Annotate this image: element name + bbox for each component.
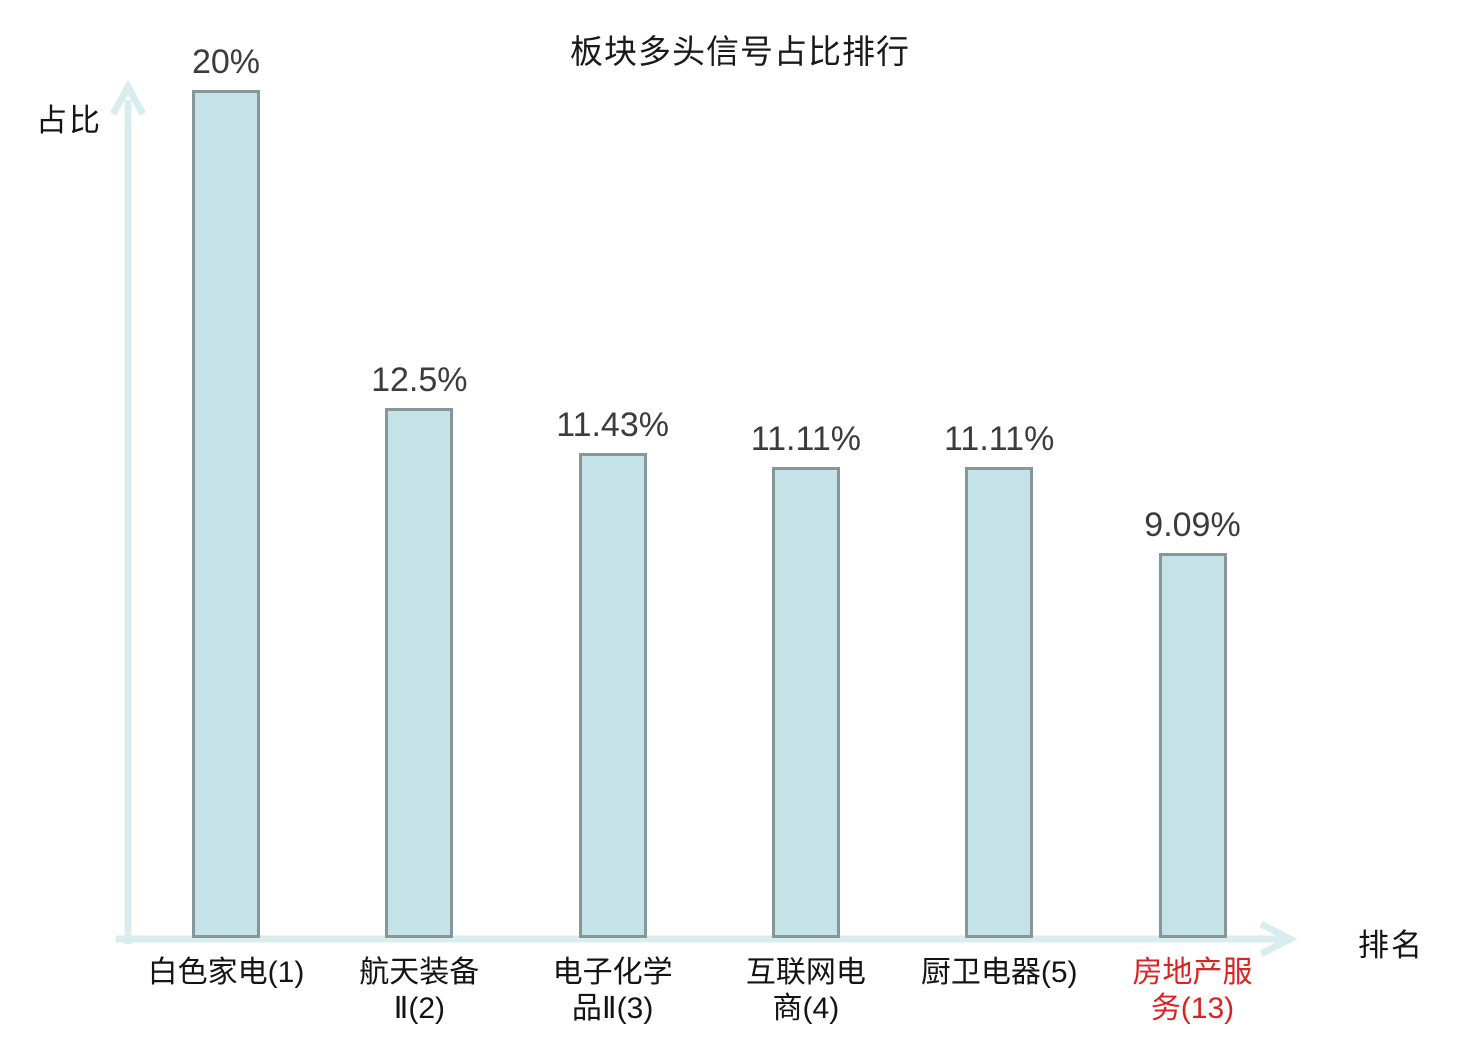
bar-category-label: 航天装备 Ⅱ(2) (359, 956, 480, 1025)
bar-category-label: 电子化学 品Ⅱ(3) (552, 956, 673, 1025)
bar-value-label: 11.43% (556, 406, 669, 444)
bar (578, 453, 647, 938)
bar (1158, 553, 1227, 938)
bar (771, 467, 840, 938)
bar-category-label: 厨卫电器(5) (920, 956, 1078, 989)
bar (385, 408, 454, 938)
bar-value-label: 9.09% (1144, 506, 1241, 544)
bar-value-label: 11.11% (750, 420, 862, 458)
x-axis-arrow-icon (1259, 920, 1298, 958)
bar-value-label: 12.5% (371, 361, 468, 399)
chart-title: 板块多头信号占比排行 (570, 33, 910, 70)
bar (965, 467, 1034, 938)
bar-category-label: 白色家电(1) (147, 956, 305, 989)
bar-category-label: 互联网电 商(4) (745, 956, 866, 1025)
y-axis-arrow-icon (109, 79, 147, 116)
bar-category-label: 房地产服 务(13) (1132, 956, 1253, 1025)
bar-value-label: 11.11% (944, 420, 1055, 458)
y-axis-label: 占比 (36, 103, 102, 138)
bar-value-label: 20% (191, 43, 261, 81)
bar (192, 90, 260, 938)
x-axis-label: 排名 (1358, 928, 1424, 963)
